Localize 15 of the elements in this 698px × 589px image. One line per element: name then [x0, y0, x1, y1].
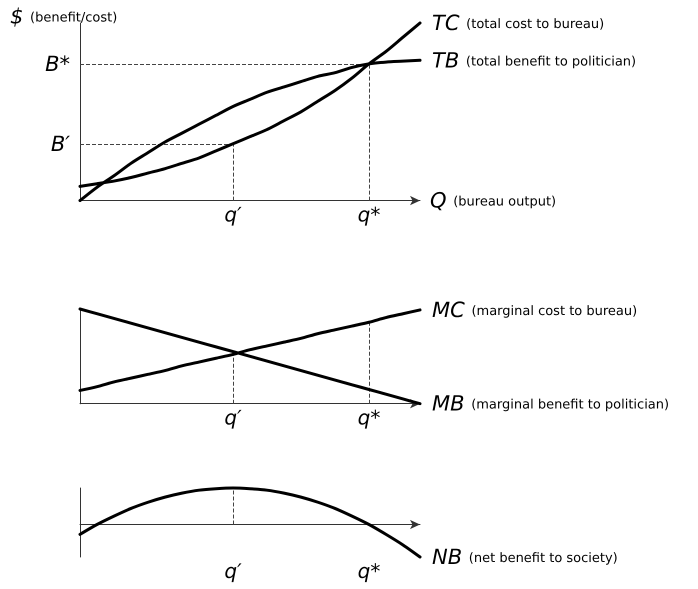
- x-tick-label: q′: [224, 202, 242, 227]
- series-label: TC (total cost to bureau): [432, 11, 604, 35]
- series-label: MC (marginal cost to bureau): [432, 298, 638, 322]
- x-tick-label: q′: [224, 406, 242, 430]
- x-tick-label: q′: [224, 559, 242, 583]
- series-label: NB (net benefit to society): [432, 545, 618, 569]
- x-tick-label: q*: [358, 202, 380, 227]
- ref-line-label: B′: [50, 132, 70, 156]
- y-axis-title: $ (benefit/cost): [10, 4, 118, 28]
- ref-line-label: B*: [45, 52, 70, 76]
- series-label: TB (total benefit to politician): [432, 48, 636, 72]
- x-tick-label: q*: [358, 406, 380, 430]
- x-tick-label: q*: [358, 559, 380, 583]
- x-axis-title: Q (bureau output): [430, 188, 556, 213]
- series-label: MB (marginal benefit to politician): [432, 392, 670, 416]
